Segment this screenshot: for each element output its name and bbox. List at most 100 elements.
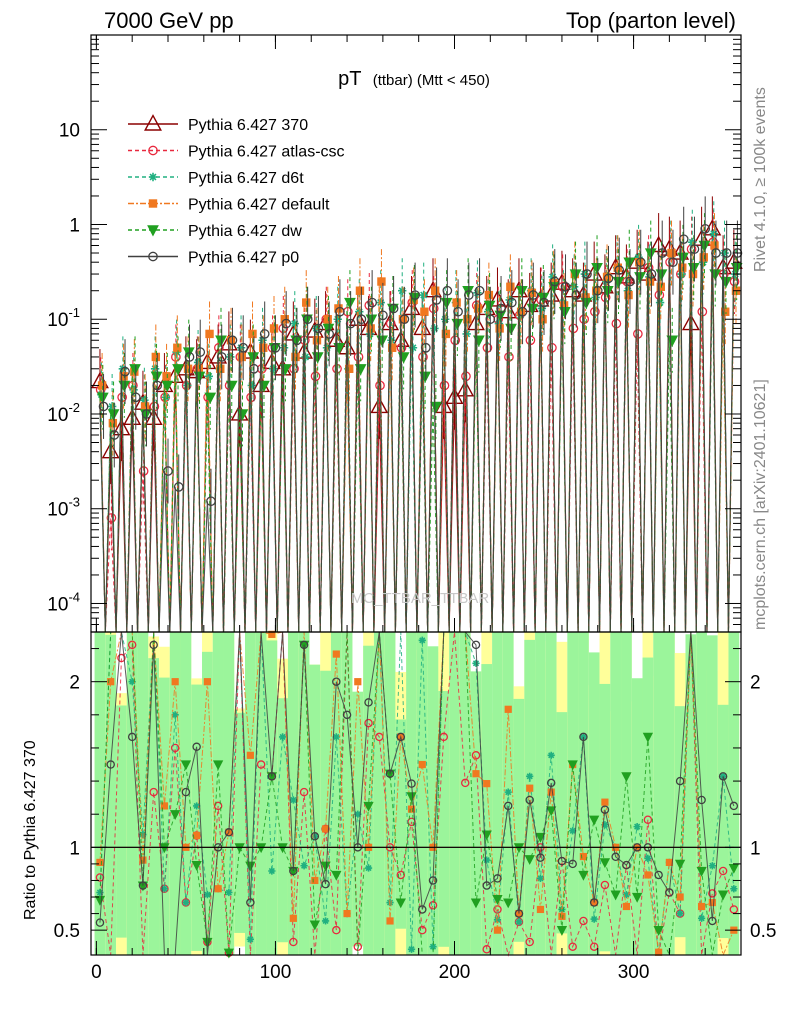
data-point [441,329,451,339]
legend-label: Pythia 6.427 dw [188,223,302,240]
data-point [204,392,217,404]
ratio-point [589,942,599,951]
data-point [623,257,636,269]
ratio-point [149,787,158,797]
data-point [548,272,557,282]
tick-labels: 0 100 200 300 10-4 10-3 10-2 10-1 1 10 0.5 0.5 1 1 2 2 [47,121,776,983]
y-tick-label: 10-3 [47,495,80,521]
data-point [644,248,657,260]
data-point [96,392,109,404]
data-point [97,381,107,390]
data-point [270,342,281,353]
band-green [277,698,288,943]
y-tick-label: 10-1 [47,305,80,331]
ratio-point [610,890,621,901]
ratio-point [128,678,136,686]
data-point [173,482,184,492]
ratio-point [342,710,352,720]
plot-title: pT (ttbar) (Mtt < 450) [338,68,490,90]
data-point [634,253,643,262]
ratio-point [492,894,503,905]
data-point [302,314,313,325]
data-point [569,269,582,281]
ratio-point [407,779,416,788]
legend: Pythia 6.427 370 Pythia 6.427 atlas-csc Py… [128,114,345,267]
band-green [169,632,181,955]
ratio-point [483,856,491,864]
data-point [515,286,528,298]
ratio-point [708,889,717,898]
data-point [614,265,625,275]
ratio-point [96,858,104,866]
data-point [322,323,335,335]
data-point [367,297,377,308]
data-point [183,364,193,373]
band-green [352,691,364,947]
data-point [539,297,549,308]
data-point [269,324,279,333]
band-green [148,658,160,955]
band-green [244,632,256,955]
ratio-point [546,778,556,788]
legend-marker [148,251,158,262]
ratio-point [535,832,546,843]
data-point [496,303,506,314]
band-green [427,646,439,955]
data-point [193,358,203,367]
ratio-point [395,898,406,909]
ratio-point [558,905,566,914]
ratio-point [203,678,211,686]
ratio-point [364,718,373,728]
ratio-point [579,852,588,861]
legend-label: Pythia 6.427 p0 [188,250,299,267]
data-point [107,402,117,411]
data-point [591,262,603,275]
data-point [120,366,130,377]
band-green [717,704,729,939]
data-point [216,352,227,362]
data-point [711,248,721,258]
band-green [599,683,611,952]
band-green [438,691,450,947]
data-point [710,241,719,250]
data-point [549,276,560,287]
data-point [355,286,365,295]
data-point [613,263,623,272]
ratio-point [225,888,233,897]
ratio-point [256,760,266,769]
ratio-point [460,778,470,788]
band-green [470,671,482,955]
ratio-plot-frame [90,631,742,956]
series-layer [90,196,743,959]
data-point [495,324,504,333]
ratio-point [536,853,545,862]
data-point [528,290,539,300]
ratio-point [621,772,632,783]
data-point [129,364,141,376]
ratio-point [493,874,502,883]
band-green [159,677,170,955]
svg-text:pT (ttbar) (Mtt < 450): pT (ttbar) (Mtt < 450) [338,68,490,90]
data-point [635,257,646,268]
data-point [462,329,471,339]
data-point [668,257,678,268]
legend-marker [148,172,158,182]
data-point [537,304,547,313]
data-point [279,343,289,352]
data-point [517,306,528,317]
ratio-point [193,831,201,840]
ratio-point [407,805,416,813]
legend-entry: Pythia 6.427 d6t [128,170,304,187]
data-point [206,496,216,507]
data-point [442,285,453,296]
ratio-point [310,832,320,841]
data-point [494,319,504,328]
data-point [138,466,149,476]
data-point [399,314,410,325]
band-green [105,634,117,955]
ratio-point [320,861,331,872]
data-point [430,401,442,414]
data-point [161,393,171,402]
data-point [291,352,300,362]
series-3 [96,213,741,957]
